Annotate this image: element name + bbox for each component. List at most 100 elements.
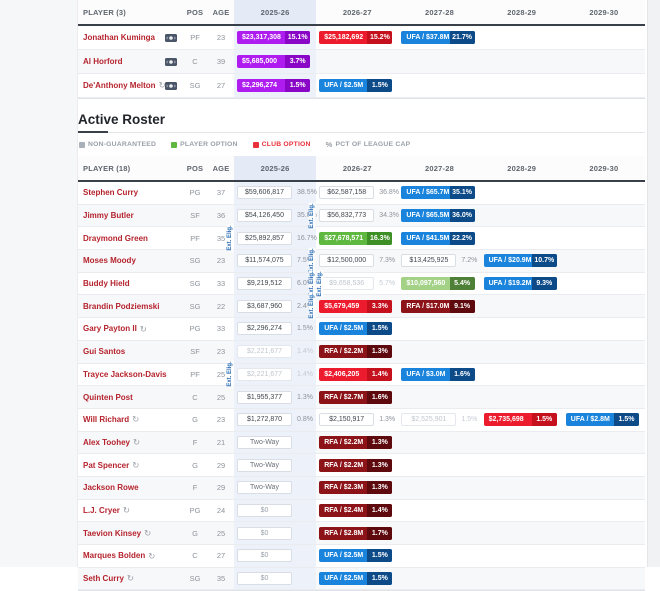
player-link[interactable]: Buddy Hield: [83, 279, 130, 289]
pos-value: SG: [189, 256, 201, 266]
player-name-cell: Stephen Curry: [78, 182, 160, 204]
salary-value: RFA / $2.3M: [324, 484, 364, 492]
pos-cell: SG: [182, 568, 208, 590]
age-cell: 33: [208, 318, 234, 340]
player-link[interactable]: Quinten Post: [83, 392, 133, 402]
pos-value: SF: [190, 347, 200, 357]
salary-cell: $0: [234, 545, 317, 567]
salary-cell: [398, 500, 480, 522]
salary-cell: [563, 74, 645, 97]
ext-elig-marker: Ext. Elig.: [309, 292, 322, 320]
player-link[interactable]: L.J. Cryer: [83, 505, 120, 515]
player-name-cell: Will Richard ↻: [78, 409, 160, 431]
salary-cell: [563, 250, 645, 272]
pos-value: SG: [189, 81, 201, 90]
salary-cell: UFA / $37.8M 21.7%: [398, 26, 480, 49]
cap-pct-value: 5.7%: [379, 280, 396, 288]
salary-value: $2,735,698: [488, 416, 524, 424]
player-link[interactable]: Will Richard: [83, 415, 130, 425]
salary-cell: [481, 74, 563, 97]
salary-cell: $3,687,960 2.4%: [234, 295, 317, 318]
player-link[interactable]: Taevion Kinsey: [83, 528, 142, 538]
vertical-scrollbar[interactable]: [647, 0, 660, 567]
player-link[interactable]: Gui Santos: [83, 347, 126, 357]
salary-cell: [563, 386, 645, 408]
age-value: 29: [216, 483, 226, 493]
player-row: Seth Curry ↻ SG 35 $0 UFA / $2.5M 1.5%: [78, 567, 645, 591]
player-row: Brandin Podziemski SG 22 $3,687,960 2.4% Ext.…: [78, 292, 645, 320]
player-link[interactable]: De'Anthony Melton: [83, 81, 156, 90]
player-status-icon: ↻: [126, 573, 135, 584]
age-cell: 21: [208, 432, 234, 454]
player-status-icon: ↻: [139, 323, 147, 334]
cap-pct-value: 1.3%: [367, 435, 393, 449]
salary-value-box: $1,955,377: [237, 390, 292, 404]
cap-pct-value: 21.7%: [449, 31, 475, 44]
cap-pct-value: 10.7%: [531, 254, 557, 268]
active-roster-section: Active Roster NON-GUARANTEED PLAYER OPTIO…: [78, 111, 645, 149]
salary-value-box: $12,500,000: [319, 254, 375, 268]
cap-pct-value: 1.3%: [367, 481, 393, 495]
salary-badge-blue: UFA / $3.0M 1.6%: [401, 367, 475, 381]
pos-value: G: [192, 528, 198, 538]
salary-value-box: Two-Way: [237, 481, 292, 495]
pos-cell: PF: [182, 227, 208, 249]
player-link[interactable]: Trayce Jackson-Davis: [83, 369, 167, 379]
cap-pct-value: 1.5%: [613, 413, 639, 427]
player-flag-cell: [160, 273, 182, 295]
salary-value-box: $54,126,450: [237, 209, 292, 223]
player-row: Will Richard ↻ G 23 $1,272,870 0.8% $2,150,917…: [78, 408, 645, 432]
salary-cell: [563, 50, 645, 73]
player-status-icon: ↻: [144, 527, 152, 538]
salary-cell: $2,221,677 1.4%: [234, 340, 317, 363]
salary-value: UFA / $41.5M: [406, 234, 450, 242]
player-link[interactable]: Draymond Green: [83, 233, 148, 243]
player-link[interactable]: Jackson Rowe: [83, 483, 139, 493]
age-value: 25: [216, 392, 226, 402]
player-link[interactable]: Alex Toohey: [83, 437, 130, 447]
age-value: 36: [216, 211, 226, 221]
pos-value: SG: [189, 301, 201, 311]
player-link[interactable]: Stephen Curry: [83, 188, 139, 198]
cap-pct-value: 1.7%: [367, 526, 393, 540]
salary-cell: [563, 273, 645, 295]
salary-cell: [481, 364, 563, 386]
age-value: 24: [216, 505, 226, 515]
player-link[interactable]: Jimmy Butler: [83, 211, 134, 221]
salary-cell: $2,735,698 1.5%: [481, 409, 563, 431]
player-link[interactable]: Marques Bolden: [83, 551, 146, 561]
salary-cell: [481, 182, 563, 204]
age-value: 35: [216, 574, 226, 584]
salary-badge-blue: UFA / $2.5M 1.5%: [319, 572, 393, 586]
legend: NON-GUARANTEED PLAYER OPTION CLUB OPTION% P…: [79, 140, 645, 149]
age-cell: 25: [208, 386, 234, 408]
salary-value-box: $62,587,158: [319, 186, 375, 200]
player-link[interactable]: Al Horford: [83, 57, 123, 66]
age-cell: 35: [208, 568, 234, 590]
salary-value: UFA / $2.5M: [324, 82, 364, 89]
salary-cell: [563, 182, 645, 204]
player-link[interactable]: Moses Moody: [83, 256, 136, 266]
player-row: Jonathan Kuminga PF 23 $23,317,308 15.1% $25,…: [78, 26, 645, 50]
player-link[interactable]: Pat Spencer: [83, 460, 130, 470]
salary-cell: [563, 295, 645, 317]
salary-cell: $62,587,158 36.8%: [316, 182, 399, 204]
salary-cell: [563, 227, 645, 249]
salary-cell: $25,182,692 15.2%: [316, 26, 398, 49]
cap-pct-value: 38.5%: [297, 189, 317, 197]
player-link[interactable]: Gary Payton II: [83, 324, 137, 334]
salary-value-box: $11,574,075: [237, 254, 292, 268]
salary-badge-blue: UFA / $2.8M 1.5%: [565, 413, 639, 427]
player-name-cell: Quinten Post: [78, 386, 160, 408]
player-link[interactable]: Brandin Podziemski: [83, 301, 160, 311]
salary-badge-purple: $2,296,274 1.5%: [237, 79, 311, 92]
column-header-pos: POS: [186, 7, 204, 17]
salary-value: $10,097,560: [406, 280, 446, 288]
player-row: Al Horford C 39 $5,685,000 3.7%: [78, 50, 645, 74]
age-cell: 25: [208, 364, 234, 386]
player-row: De'Anthony Melton ↻ SG 27 $2,296,274 1.5% UFA …: [78, 74, 645, 98]
player-link[interactable]: Seth Curry: [83, 574, 124, 584]
player-link[interactable]: Jonathan Kuminga: [83, 33, 156, 42]
player-flag-cell: [160, 477, 182, 499]
column-header-season: 2028-29: [507, 163, 537, 173]
